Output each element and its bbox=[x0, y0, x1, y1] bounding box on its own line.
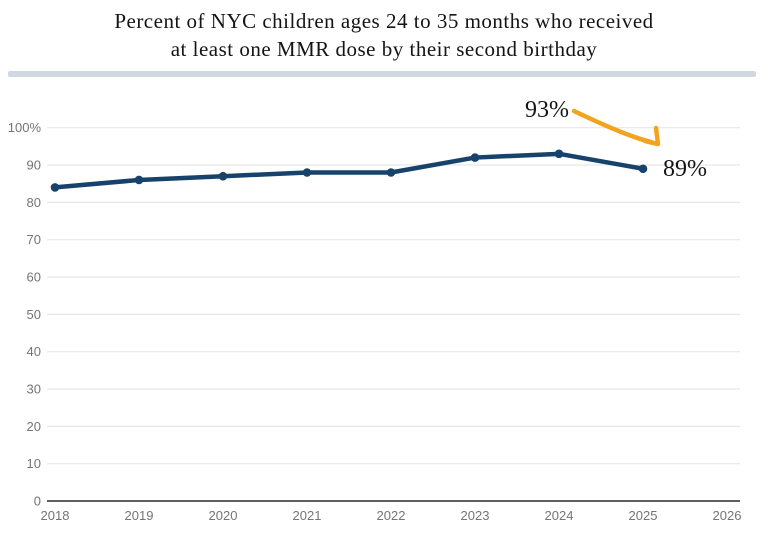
x-axis-tick-label: 2025 bbox=[629, 508, 658, 523]
y-axis-tick-label: 30 bbox=[27, 382, 41, 397]
x-axis-tick-label: 2023 bbox=[461, 508, 490, 523]
x-axis-tick-label: 2020 bbox=[209, 508, 238, 523]
y-axis-tick-label: 90 bbox=[27, 158, 41, 173]
y-axis-tick-label: 0 bbox=[34, 494, 41, 509]
x-axis-tick-label: 2022 bbox=[377, 508, 406, 523]
data-point bbox=[218, 171, 228, 181]
data-point bbox=[134, 175, 144, 185]
y-axis-tick-label: 20 bbox=[27, 419, 41, 434]
annotation-label-93pct: 93% bbox=[525, 97, 569, 123]
title-divider bbox=[8, 71, 756, 77]
trend-arrow-head-icon bbox=[642, 125, 661, 147]
annotation-label-89pct: 89% bbox=[663, 156, 707, 182]
y-axis-tick-label: 50 bbox=[27, 307, 41, 322]
chart-title-line-1: Percent of NYC children ages 24 to 35 mo… bbox=[114, 9, 654, 33]
trend-arrow-icon bbox=[571, 108, 654, 145]
y-axis-tick-label: 60 bbox=[27, 270, 41, 285]
data-line bbox=[52, 151, 646, 190]
x-axis-tick-label: 2024 bbox=[545, 508, 574, 523]
data-point bbox=[470, 153, 480, 162]
y-axis-tick-label: 80 bbox=[27, 195, 41, 210]
y-axis-tick-label: 40 bbox=[27, 344, 41, 359]
data-point bbox=[554, 149, 564, 159]
y-axis-tick-label: 100% bbox=[8, 120, 42, 135]
y-axis-tick-label: 70 bbox=[27, 232, 41, 247]
data-point bbox=[50, 183, 60, 192]
data-point bbox=[638, 164, 648, 174]
x-axis-tick-label: 2019 bbox=[125, 508, 154, 523]
data-point bbox=[386, 168, 396, 177]
data-point bbox=[302, 168, 312, 177]
chart-title-line-2: at least one MMR dose by their second bi… bbox=[170, 37, 598, 61]
y-axis-tick-label: 10 bbox=[27, 456, 41, 471]
x-axis-tick-label: 2021 bbox=[293, 508, 322, 523]
x-axis-tick-label: 2026 bbox=[713, 508, 742, 523]
x-axis-tick-label: 2018 bbox=[41, 508, 70, 523]
chart-title: Percent of NYC children ages 24 to 35 mo… bbox=[0, 7, 768, 63]
